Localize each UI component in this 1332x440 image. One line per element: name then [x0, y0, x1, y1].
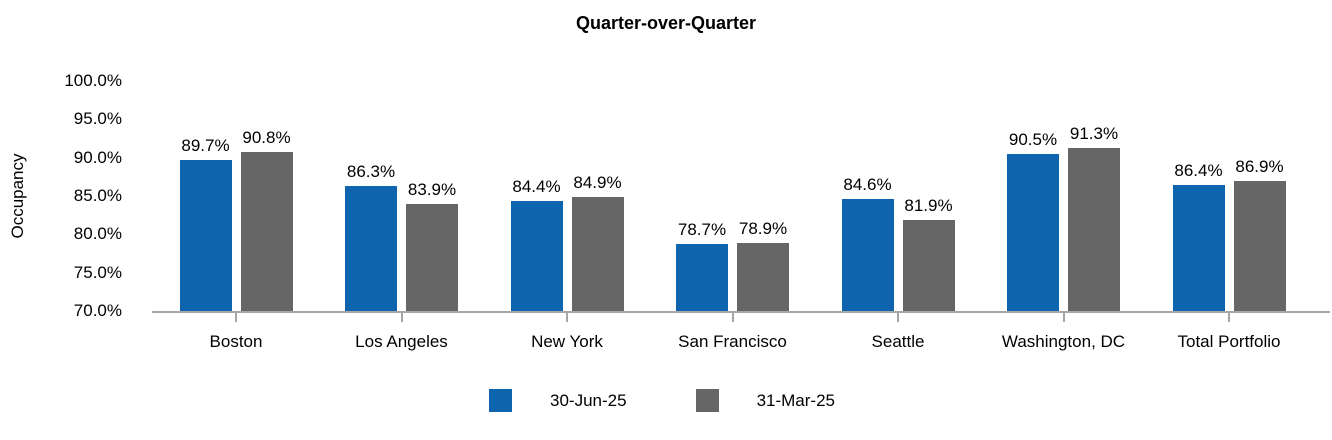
bar-data-label: 91.3% [1069, 123, 1119, 143]
bar-31-Mar-25 [902, 219, 955, 311]
bar-data-label: 84.9% [573, 172, 622, 192]
bar-data-label: 89.7% [181, 135, 230, 155]
bar-data-label: 86.9% [1235, 157, 1284, 177]
x-axis-tick [566, 313, 568, 322]
bar-data-label: 86.3% [346, 162, 396, 182]
y-tick-label: 80.0% [73, 224, 122, 244]
legend-item: 30-Jun-25 [489, 389, 696, 412]
category-label: Seattle [871, 332, 925, 351]
y-tick-label: 85.0% [73, 186, 122, 205]
bar-data-label: 84.4% [512, 176, 561, 196]
category-label: Boston [209, 332, 263, 351]
legend-label: 31-Mar-25 [756, 391, 835, 410]
bar-data-label: 90.8% [242, 127, 291, 147]
legend-item: 31-Mar-25 [695, 389, 904, 412]
bar-data-label: 86.4% [1174, 161, 1223, 181]
y-tick-label: 90.0% [73, 147, 122, 167]
x-axis-tick [897, 313, 899, 322]
category-label: Los Angeles [355, 332, 448, 351]
bar-data-label: 78.9% [738, 218, 788, 238]
y-tick-label: 100.0% [64, 71, 122, 90]
bar-31-Mar-25 [571, 196, 624, 311]
y-tick-label: 95.0% [73, 109, 122, 129]
category-label: San Francisco [678, 332, 787, 351]
bar-data-label: 83.9% [407, 180, 457, 200]
bar-30-Jun-25 [510, 200, 563, 311]
x-axis-tick [235, 313, 237, 322]
bar-30-Jun-25 [676, 244, 728, 311]
x-axis-tick [400, 313, 403, 322]
bar-data-label: 90.5% [1008, 129, 1058, 149]
bar-30-Jun-25 [345, 186, 397, 311]
x-axis-tick [1228, 313, 1230, 322]
bar-30-Jun-25 [1007, 153, 1059, 311]
bar-31-Mar-25 [1233, 181, 1286, 311]
bar-data-label: 81.9% [904, 195, 953, 215]
category-label: Total Portfolio [1177, 332, 1281, 351]
x-axis-tick [731, 313, 734, 322]
bar-data-label: 78.7% [677, 220, 727, 240]
bar-30-Jun-25 [841, 199, 894, 311]
legend-swatch-icon [489, 389, 512, 412]
chart-legend: 30-Jun-25 31-Mar-25 [489, 389, 904, 412]
bar-30-Jun-25 [179, 159, 232, 311]
x-axis-line [152, 311, 1330, 313]
bar-data-label: 84.6% [843, 175, 892, 195]
legend-swatch-icon [695, 389, 719, 412]
y-tick-label: 75.0% [73, 262, 122, 282]
legend-label: 30-Jun-25 [550, 391, 627, 410]
bar-31-Mar-25 [737, 242, 789, 311]
category-label: New York [531, 332, 603, 351]
bar-30-Jun-25 [1172, 185, 1225, 311]
bar-31-Mar-25 [406, 204, 458, 311]
bar-31-Mar-25 [240, 151, 293, 311]
category-label: Washington, DC [1001, 332, 1126, 351]
chart-title: Quarter-over-Quarter [575, 13, 757, 33]
y-tick-label: 70.0% [73, 301, 122, 320]
bar-31-Mar-25 [1068, 147, 1120, 311]
x-axis-tick [1062, 313, 1065, 322]
